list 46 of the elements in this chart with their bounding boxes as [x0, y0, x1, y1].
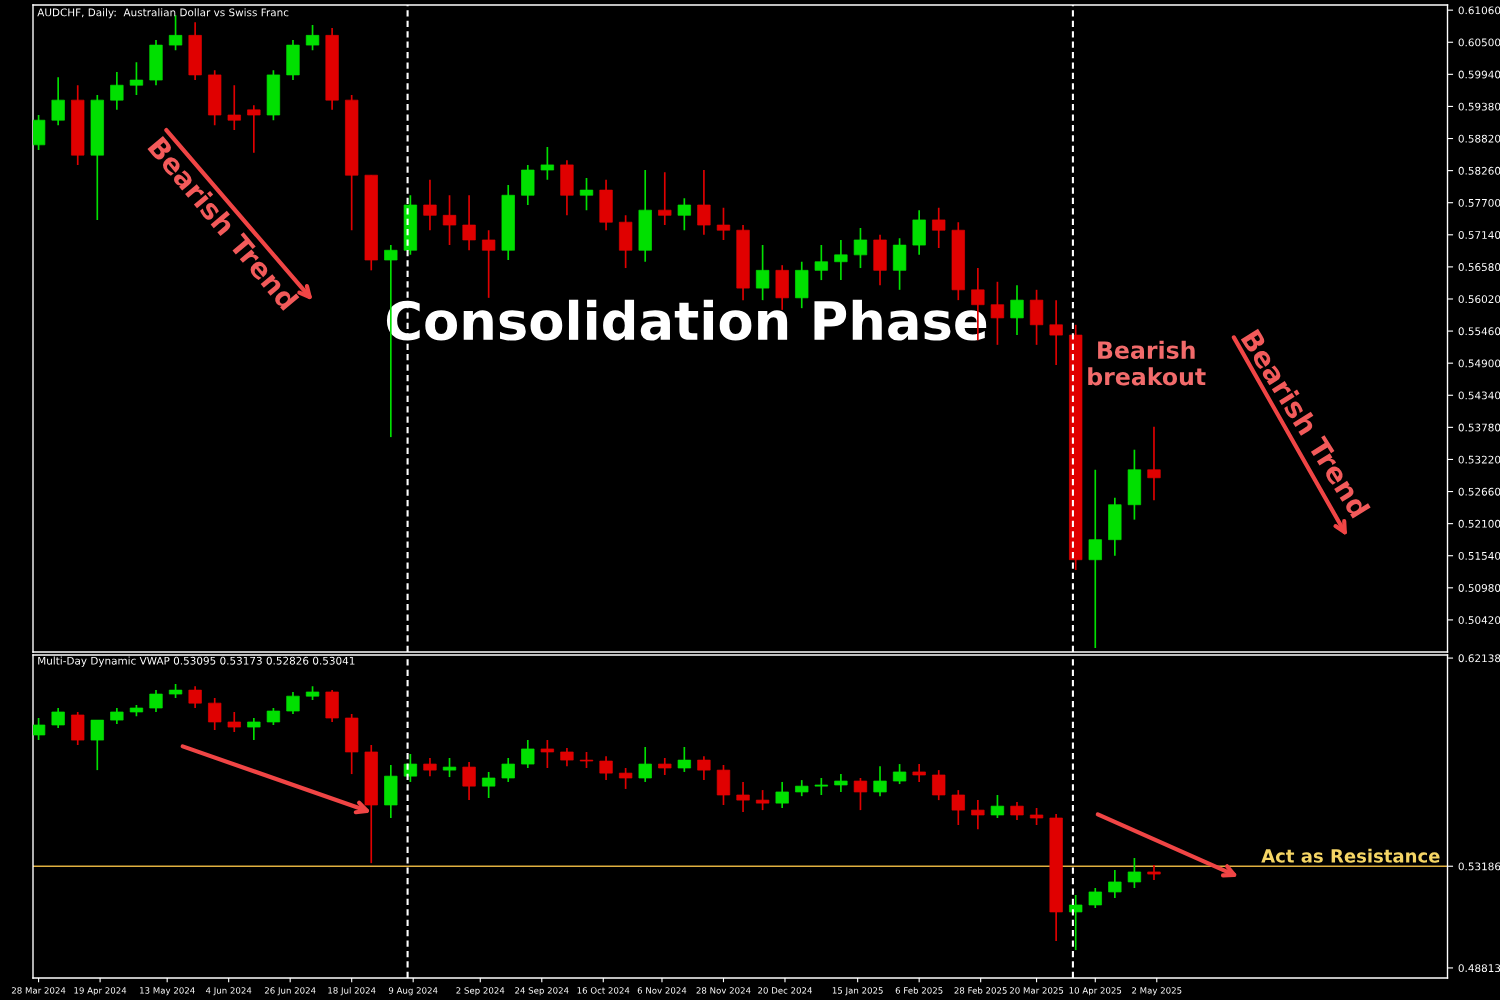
x-tick-label: 13 May 2024 [140, 987, 195, 996]
ref-line-label: Act as Resistance [1261, 848, 1440, 863]
x-tick-label: 2 Sep 2024 [456, 987, 505, 996]
y-tick-label: 0.53780 [1458, 423, 1500, 432]
x-tick-label: 26 Jun 2024 [264, 987, 316, 996]
y-tick-label: 0.58820 [1458, 134, 1500, 143]
x-tick-label: 28 Nov 2024 [696, 987, 751, 994]
x-tick-label: 15 Jan 2025 [832, 987, 883, 996]
annotation: Bearish breakout [1088, 340, 1206, 386]
x-tick-label: 28 Feb 2025 [954, 987, 1007, 994]
x-tick-label: 9 Aug 2024 [388, 987, 438, 996]
y-tick-label: 0.54340 [1458, 391, 1500, 400]
x-tick-label: 20 Dec 2024 [758, 987, 812, 994]
y-tick-label: 0.60500 [1458, 38, 1500, 47]
y-tick-label: 0.53220 [1458, 455, 1500, 464]
y-tick-label: 0.56580 [1458, 263, 1500, 271]
x-tick-label: 18 Jul 2024 [328, 987, 376, 996]
x-tick-label: 28 Mar 2024 [11, 987, 66, 994]
y-tick-label: 0.53186 [1458, 862, 1500, 871]
x-tick-label: 24 Sep 2024 [515, 987, 569, 996]
y-tick-label: 0.56020 [1458, 295, 1500, 304]
y-tick-label: 0.58260 [1458, 166, 1500, 175]
x-tick-label: 6 Nov 2024 [637, 987, 687, 994]
y-tick-label: 0.57700 [1458, 198, 1500, 207]
y-tick-label: 0.59940 [1458, 70, 1500, 79]
y-tick-label: 0.54900 [1458, 359, 1500, 368]
y-tick-label: 0.50980 [1458, 584, 1500, 592]
y-tick-label: 0.50420 [1458, 616, 1500, 625]
x-tick-label: 6 Feb 2025 [895, 987, 943, 994]
y-tick-label: 0.51540 [1458, 551, 1500, 560]
y-tick-label: 0.62138 [1458, 654, 1500, 663]
x-tick-label: 2 May 2025 [1132, 987, 1182, 996]
y-tick-label: 0.52660 [1458, 487, 1500, 496]
y-tick-label: 0.59380 [1458, 102, 1500, 111]
y-tick-label: 0.48813 [1458, 964, 1500, 973]
x-tick-label: 10 Apr 2025 [1069, 987, 1122, 996]
y-tick-label: 0.52100 [1458, 519, 1500, 528]
x-tick-label: 20 Mar 2025 [1009, 987, 1064, 994]
x-tick-label: 16 Oct 2024 [577, 987, 630, 994]
chart-title: AUDCHF, Daily: Australian Dollar vs Swiss Franc [37, 8, 289, 19]
x-tick-label: 4 Jun 2024 [205, 987, 252, 996]
chart-title: Multi-Day Dynamic VWAP 0.53095 0.53173 0.52826 0.53041 [38, 656, 355, 667]
y-tick-label: 0.61060 [1458, 6, 1500, 15]
y-tick-label: 0.55460 [1458, 327, 1500, 336]
x-tick-label: 19 Apr 2024 [74, 987, 127, 996]
y-tick-label: 0.57140 [1458, 231, 1500, 239]
